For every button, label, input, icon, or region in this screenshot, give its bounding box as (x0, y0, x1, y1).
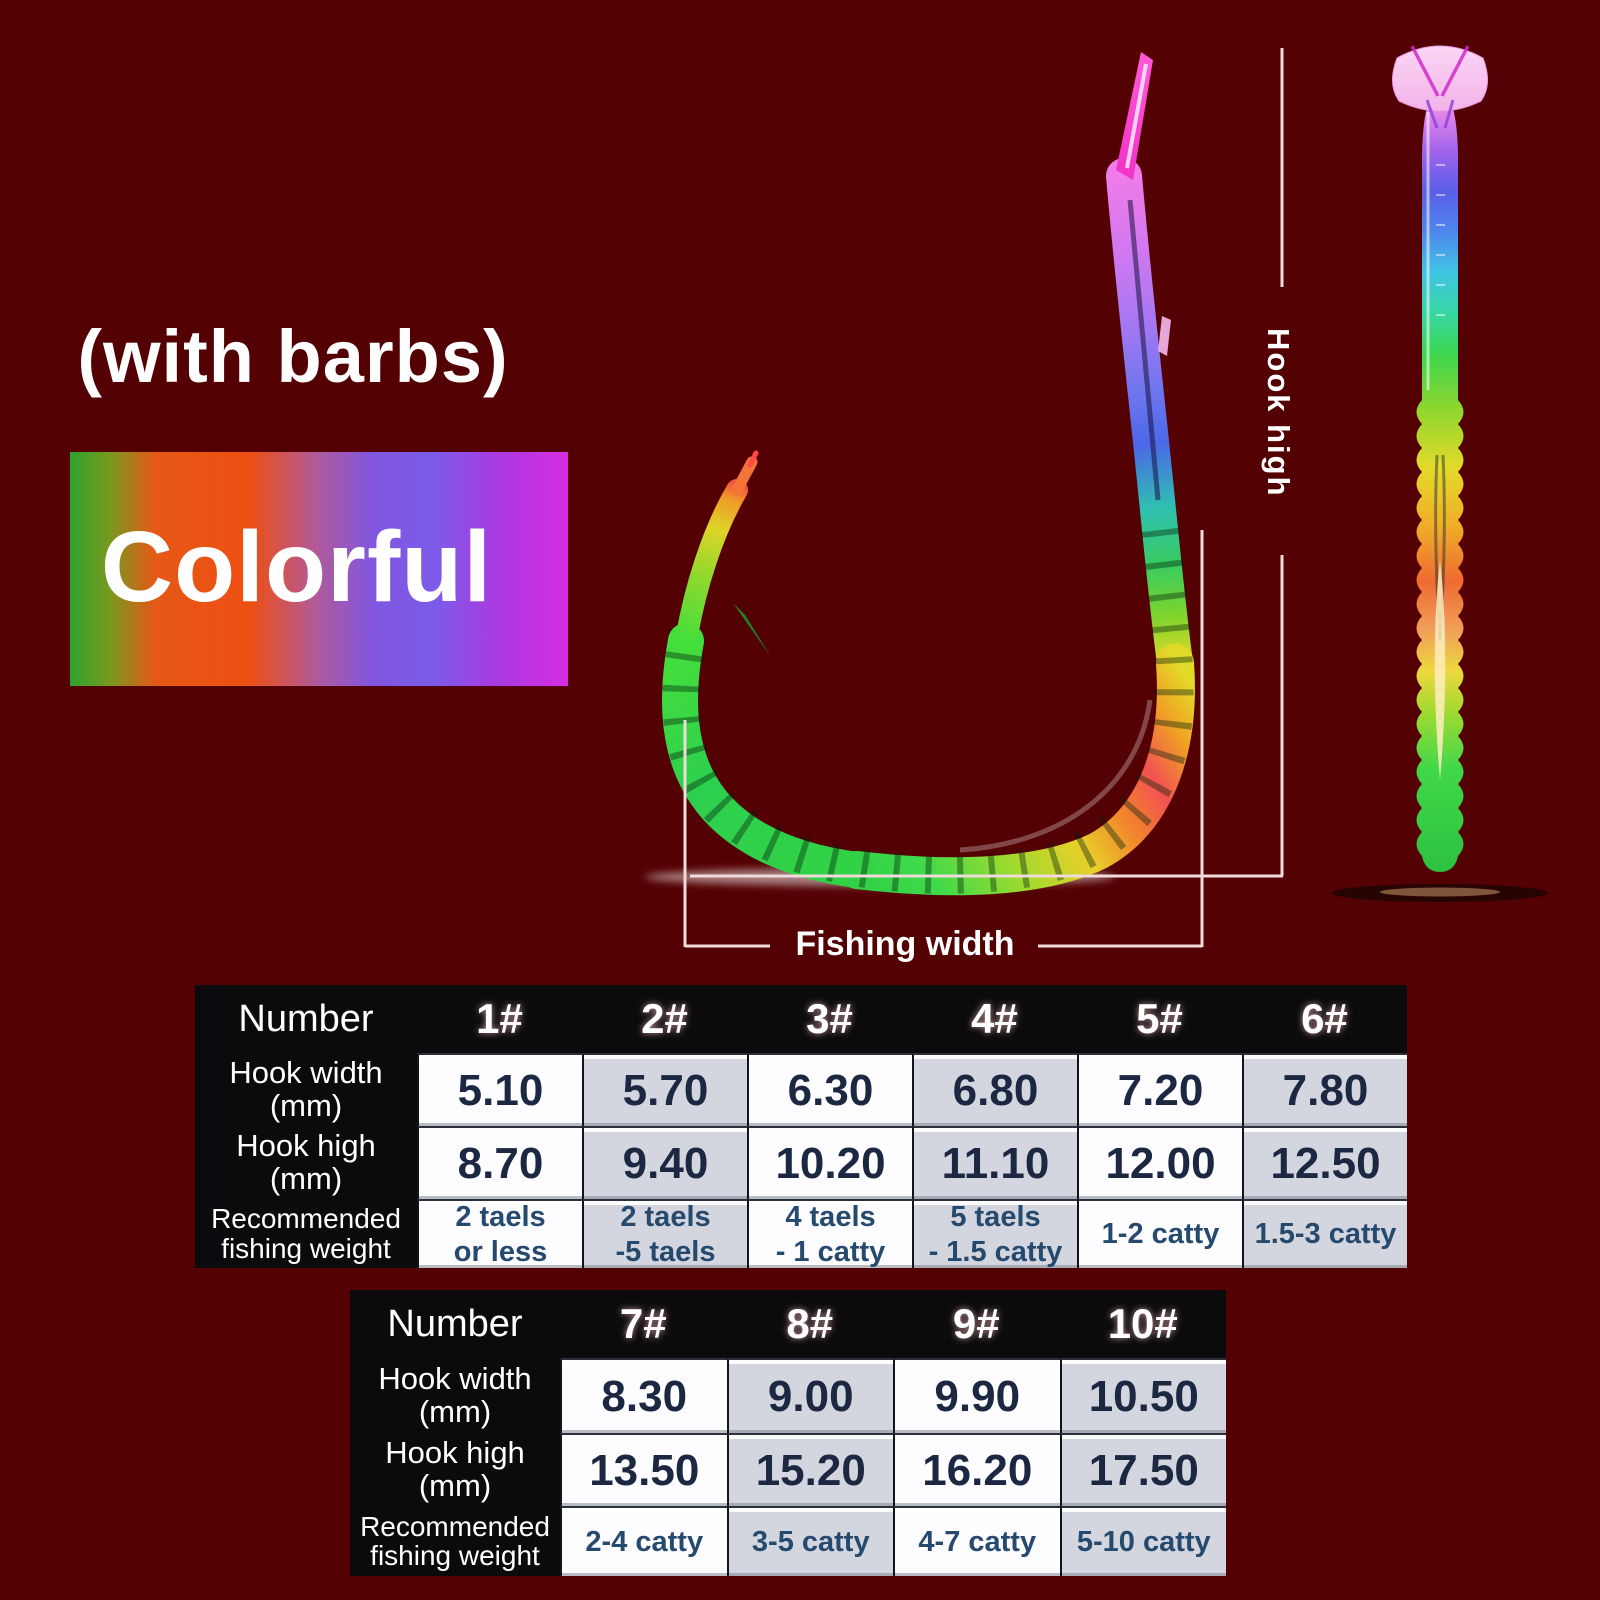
spec-table-sizes-1-6: Number 1# 2# 3# 4# 5# 6# Hook width (mm)… (195, 985, 1407, 1268)
table-cell-value: 3-5 catty (726, 1506, 893, 1576)
table1-row-label-hook-width: Hook width (mm) (195, 1053, 417, 1126)
table-cell-value: 7.20 (1077, 1053, 1242, 1126)
table2-row-label-hook-high: Hook high (mm) (350, 1433, 560, 1506)
table2-col-8: 8# (726, 1290, 893, 1358)
table-cell-value: 2-4 catty (560, 1506, 727, 1576)
table1-col-1: 1# (417, 985, 582, 1053)
table-cell-value: 17.50 (1059, 1433, 1226, 1506)
table2-col-10: 10# (1059, 1290, 1226, 1358)
table1-col-6: 6# (1242, 985, 1407, 1053)
table-cell-value: 13.50 (560, 1433, 727, 1506)
table-cell-value: 9.00 (726, 1358, 893, 1433)
table-cell-value: 8.70 (417, 1126, 582, 1199)
table-cell-value: 16.20 (893, 1433, 1060, 1506)
table2-row-label-recommended-weight: Recommended fishing weight (350, 1506, 560, 1576)
table-cell-value: 2 taels -5 taels (582, 1199, 747, 1268)
table-cell-value: 1.5-3 catty (1242, 1199, 1407, 1268)
table-cell-value: 9.90 (893, 1358, 1060, 1433)
hook-barb (733, 603, 771, 657)
table1-row-label-recommended-weight: Recommended fishing weight (195, 1199, 417, 1268)
colorful-badge-label: Colorful (100, 510, 493, 623)
table-cell-value: 9.40 (582, 1126, 747, 1199)
table2-header-label: Number (350, 1290, 560, 1358)
table-cell-value: 10.50 (1059, 1358, 1226, 1433)
dimension-lines (683, 48, 1284, 948)
table2-col-9: 9# (893, 1290, 1060, 1358)
colorful-badge: Colorful (70, 452, 568, 686)
table-cell-value: 5.10 (417, 1053, 582, 1126)
table-cell-value: 6.80 (912, 1053, 1077, 1126)
with-barbs-caption: (with barbs) (77, 315, 509, 398)
table-cell-value: 12.50 (1242, 1126, 1407, 1199)
table1-col-4: 4# (912, 985, 1077, 1053)
spec-table-sizes-7-10: Number 7# 8# 9# 10# Hook width (mm) 8.30… (350, 1290, 1226, 1576)
table-cell-value: 5 taels - 1.5 catty (912, 1199, 1077, 1268)
table-cell-value: 6.30 (747, 1053, 912, 1126)
table1-col-3: 3# (747, 985, 912, 1053)
straight-hook-illustration (1332, 45, 1548, 902)
table1-header-label: Number (195, 985, 417, 1053)
table-cell-value: 12.00 (1077, 1126, 1242, 1199)
table2-col-7: 7# (560, 1290, 727, 1358)
table-cell-value: 8.30 (560, 1358, 727, 1433)
table-cell-value: 5-10 catty (1059, 1506, 1226, 1576)
table-cell-value: 4 taels - 1 catty (747, 1199, 912, 1268)
table-cell-value: 1-2 catty (1077, 1199, 1242, 1268)
table2-row-label-hook-width: Hook width (mm) (350, 1358, 560, 1433)
table-cell-value: 4-7 catty (893, 1506, 1060, 1576)
fishing-width-label: Fishing width (795, 925, 1015, 963)
table-cell-value: 2 taels or less (417, 1199, 582, 1268)
table-cell-value: 10.20 (747, 1126, 912, 1199)
hook-high-label: Hook high (1261, 328, 1296, 498)
table-cell-value: 11.10 (912, 1126, 1077, 1199)
table1-col-2: 2# (582, 985, 747, 1053)
table1-row-label-hook-high: Hook high (mm) (195, 1126, 417, 1199)
table-cell-value: 15.20 (726, 1433, 893, 1506)
table1-col-5: 5# (1077, 985, 1242, 1053)
straight-hook-spade-head (1392, 45, 1488, 112)
table-cell-value: 7.80 (1242, 1053, 1407, 1126)
curved-fishhook-illustration (662, 52, 1195, 896)
table-cell-value: 5.70 (582, 1053, 747, 1126)
